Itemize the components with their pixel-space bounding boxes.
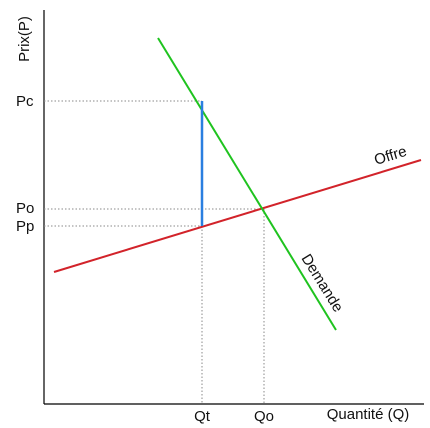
price-label-pp: Pp (16, 218, 34, 235)
price-label-pc: Pc (16, 93, 34, 110)
quantity-label-qo: Qo (254, 408, 274, 425)
supply-curve (53, 159, 422, 273)
x-axis-label: Quantité (Q) (327, 406, 410, 423)
price-label-po: Po (16, 200, 34, 217)
demand-curve (157, 37, 337, 331)
y-axis-label: Prix(P) (16, 16, 33, 62)
quantity-label-qt: Qt (194, 408, 211, 425)
